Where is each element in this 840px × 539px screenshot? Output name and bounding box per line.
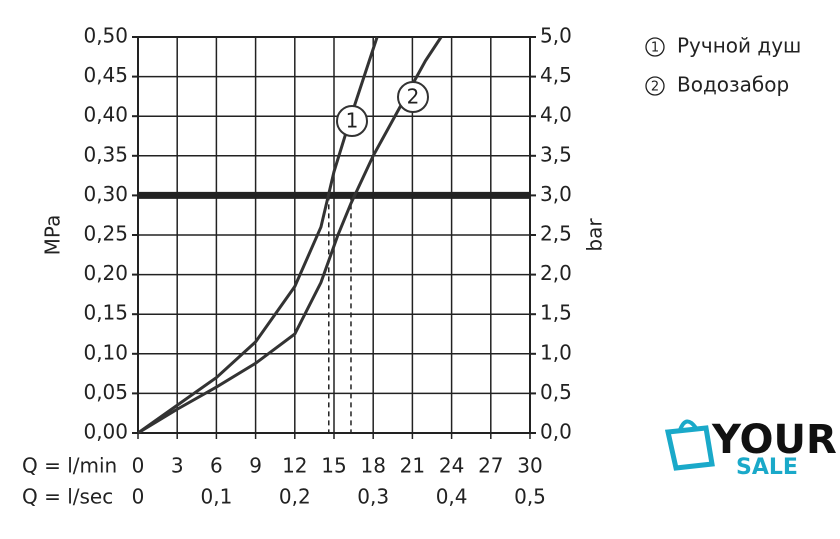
x-tick-label: 9	[249, 454, 262, 478]
y-tick-label: 0,40	[83, 103, 128, 127]
x2-axis-label: Q = l/sec	[22, 485, 113, 509]
y-tick-label: 0,20	[83, 261, 128, 285]
legend-marker-text: 1	[651, 41, 659, 56]
x-axis-label: Q = l/min	[22, 454, 117, 478]
legend-label: Водозабор	[677, 73, 789, 97]
y2-tick-label: 1,0	[540, 340, 572, 364]
x-tick-label: 15	[321, 454, 346, 478]
y-tick-label: 0,50	[83, 24, 128, 48]
x-tick-label: 3	[171, 454, 184, 478]
x2-tick-label: 0,1	[200, 485, 232, 509]
x-tick-label: 18	[360, 454, 385, 478]
plot-frame	[137, 36, 531, 434]
x-tick-label: 12	[282, 454, 307, 478]
logo: YOUR SALE	[664, 417, 837, 480]
y-tick-label: 0,35	[83, 142, 128, 166]
x-tick-label: 21	[400, 454, 425, 478]
x2-tick-label: 0	[132, 485, 145, 509]
legend-marker-text: 2	[651, 80, 659, 95]
x2-tick-label: 0,4	[436, 485, 468, 509]
y-tick-label: 0,10	[83, 340, 128, 364]
legend-marker	[645, 37, 665, 57]
y2-tick-label: 1,5	[540, 301, 572, 325]
y2-tick-label: 5,0	[540, 24, 572, 48]
y-tick-label: 0,15	[83, 301, 128, 325]
y-tick-label: 0,25	[83, 222, 128, 246]
curve-label-circle	[397, 81, 429, 113]
x-tick-label: 0	[132, 454, 145, 478]
logo-bag	[664, 425, 715, 471]
y-axis-label: MPa	[41, 215, 65, 256]
curve-label-circle	[336, 105, 368, 137]
legend-label: Ручной душ	[677, 34, 801, 58]
x-tick-label: 27	[478, 454, 503, 478]
y2-tick-label: 3,5	[540, 142, 572, 166]
y-tick-label: 0,05	[83, 380, 128, 404]
y-tick-label: 0,30	[83, 182, 128, 206]
y2-tick-label: 2,0	[540, 261, 572, 285]
curve-label: 2	[407, 85, 420, 109]
x-tick-label: 6	[210, 454, 223, 478]
y2-tick-label: 3,0	[540, 182, 572, 206]
y2-axis-label: bar	[583, 218, 607, 252]
y2-tick-label: 0,5	[540, 380, 572, 404]
x2-tick-label: 0,5	[514, 485, 546, 509]
logo-text: YOUR	[711, 417, 837, 463]
curve-label: 1	[346, 109, 359, 133]
logo-handle	[678, 419, 698, 431]
logo-text: SALE	[736, 455, 798, 480]
x-tick-label: 24	[439, 454, 464, 478]
y2-tick-label: 4,0	[540, 103, 572, 127]
y2-tick-label: 4,5	[540, 63, 572, 87]
y-tick-label: 0,45	[83, 63, 128, 87]
x-tick-label: 30	[517, 454, 542, 478]
x2-tick-label: 0,2	[279, 485, 311, 509]
y2-tick-label: 2,5	[540, 222, 572, 246]
legend-marker	[645, 76, 665, 96]
y2-tick-label: 0,0	[540, 420, 572, 444]
y-tick-label: 0,00	[83, 420, 128, 444]
x2-tick-label: 0,3	[357, 485, 389, 509]
